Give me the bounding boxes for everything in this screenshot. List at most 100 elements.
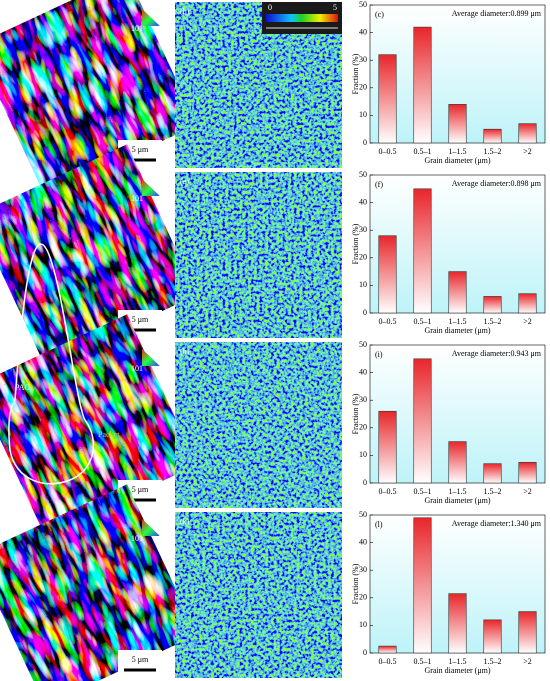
x-tick-label: >2 bbox=[523, 147, 532, 156]
x-tick-label: 0–0.5 bbox=[379, 147, 397, 156]
annotation: Average diameter:0.943 μm bbox=[452, 349, 542, 358]
panel-label: (d) bbox=[7, 177, 17, 186]
bar bbox=[413, 188, 432, 314]
pag-outline bbox=[8, 243, 95, 485]
bar bbox=[518, 611, 537, 654]
x-tick-label: 0.5–1 bbox=[414, 487, 432, 496]
x-tick-label: 1–1.5 bbox=[449, 317, 467, 326]
ipf-label: 111 bbox=[157, 534, 168, 543]
panel-label: (g) bbox=[7, 347, 17, 356]
scale-bar-label: 5 μm bbox=[132, 655, 149, 664]
scale-bar-label: 5 μm bbox=[132, 485, 149, 494]
x-tick-label: 1.5–2 bbox=[484, 147, 502, 156]
x-tick-label: 0.5–1 bbox=[414, 657, 432, 666]
x-tick-label: 1–1.5 bbox=[449, 657, 467, 666]
y-tick-label: 0 bbox=[363, 138, 367, 147]
y-tick-label: 50 bbox=[359, 170, 367, 179]
bar bbox=[483, 128, 502, 144]
panel-label: (a) bbox=[7, 7, 16, 16]
ipf-label: 101 bbox=[131, 364, 143, 373]
y-tick-label: 10 bbox=[359, 280, 367, 289]
colorbar bbox=[266, 14, 338, 22]
y-tick-label: 0 bbox=[363, 648, 367, 657]
annotation: Average diameter:0.898 μm bbox=[452, 179, 542, 188]
panel-label: (l) bbox=[375, 520, 383, 529]
kam-map bbox=[175, 342, 342, 508]
ipf-triangle bbox=[142, 9, 160, 26]
x-tick-label: >2 bbox=[523, 657, 532, 666]
panel-label: (f) bbox=[375, 180, 383, 189]
x-tick-label: 1–1.5 bbox=[449, 147, 467, 156]
ipf-label: 001 bbox=[145, 172, 157, 181]
x-axis-title: Grain diameter (μm) bbox=[424, 326, 490, 335]
y-tick-label: 40 bbox=[359, 367, 367, 376]
bar bbox=[483, 619, 502, 654]
panel-label: (i) bbox=[375, 350, 383, 359]
kam-map bbox=[175, 172, 342, 338]
y-tick-label: 10 bbox=[359, 620, 367, 629]
y-tick-label: 20 bbox=[359, 593, 367, 602]
x-tick-label: 1.5–2 bbox=[484, 317, 502, 326]
bar bbox=[518, 293, 537, 314]
ipf-triangle bbox=[142, 519, 160, 536]
bar bbox=[413, 26, 432, 144]
ipf-label: 001 bbox=[145, 342, 157, 351]
scale-box bbox=[118, 650, 162, 676]
panel-label: (c) bbox=[375, 10, 384, 19]
ipf-label: 111 bbox=[157, 364, 168, 373]
y-tick-label: 0 bbox=[363, 478, 367, 487]
ipf-label: 111 bbox=[157, 24, 168, 33]
annotation: Average diameter:0.899 μm bbox=[452, 9, 542, 18]
y-tick-label: 10 bbox=[359, 110, 367, 119]
y-tick-label: 30 bbox=[359, 565, 367, 574]
colorbar-label: 5 bbox=[333, 3, 337, 12]
panel-label: (k) bbox=[180, 517, 190, 526]
y-tick-label: 40 bbox=[359, 197, 367, 206]
scale-bar-label: 5 μm bbox=[132, 315, 149, 324]
bar bbox=[378, 410, 397, 484]
ipf-label: 101 bbox=[131, 24, 143, 33]
x-tick-label: 0.5–1 bbox=[414, 317, 432, 326]
y-tick-label: 30 bbox=[359, 225, 367, 234]
bar bbox=[448, 271, 467, 314]
y-tick-label: 10 bbox=[359, 450, 367, 459]
annotation: Average diameter:1.340 μm bbox=[452, 519, 542, 528]
colorbar-label: 0 bbox=[268, 3, 272, 12]
kam-map bbox=[175, 512, 342, 678]
x-axis-title: Grain diameter (μm) bbox=[424, 666, 490, 675]
y-axis-title: Fraction (%) bbox=[351, 393, 360, 434]
bar bbox=[378, 645, 397, 654]
scale-bar-label: 5 μm bbox=[132, 145, 149, 154]
bar bbox=[413, 517, 432, 654]
bar bbox=[413, 358, 432, 484]
y-tick-label: 0 bbox=[363, 308, 367, 317]
y-tick-label: 50 bbox=[359, 0, 367, 9]
x-tick-label: 0–0.5 bbox=[379, 487, 397, 496]
bar bbox=[483, 296, 502, 314]
x-tick-label: 0–0.5 bbox=[379, 317, 397, 326]
bar bbox=[518, 461, 537, 484]
panel-label: (j) bbox=[7, 517, 15, 526]
bar bbox=[378, 235, 397, 314]
x-axis-title: Grain diameter (μm) bbox=[424, 156, 490, 165]
ipf-label: 001 bbox=[145, 2, 157, 11]
bar bbox=[518, 123, 537, 144]
x-tick-label: >2 bbox=[523, 487, 532, 496]
ebsd-map bbox=[0, 484, 198, 681]
x-axis-title: Grain diameter (μm) bbox=[424, 496, 490, 505]
bar bbox=[448, 104, 467, 144]
y-axis-title: Fraction (%) bbox=[351, 223, 360, 264]
bar bbox=[378, 54, 397, 144]
panel-label: (e) bbox=[180, 177, 189, 186]
panel-label: (b) bbox=[180, 7, 190, 16]
annotation: PAG bbox=[15, 383, 30, 392]
x-tick-label: >2 bbox=[523, 317, 532, 326]
y-tick-label: 30 bbox=[359, 395, 367, 404]
bar bbox=[448, 593, 467, 654]
y-tick-label: 50 bbox=[359, 510, 367, 519]
y-tick-label: 50 bbox=[359, 340, 367, 349]
y-tick-label: 20 bbox=[359, 423, 367, 432]
y-tick-label: 30 bbox=[359, 55, 367, 64]
x-tick-label: 0–0.5 bbox=[379, 657, 397, 666]
